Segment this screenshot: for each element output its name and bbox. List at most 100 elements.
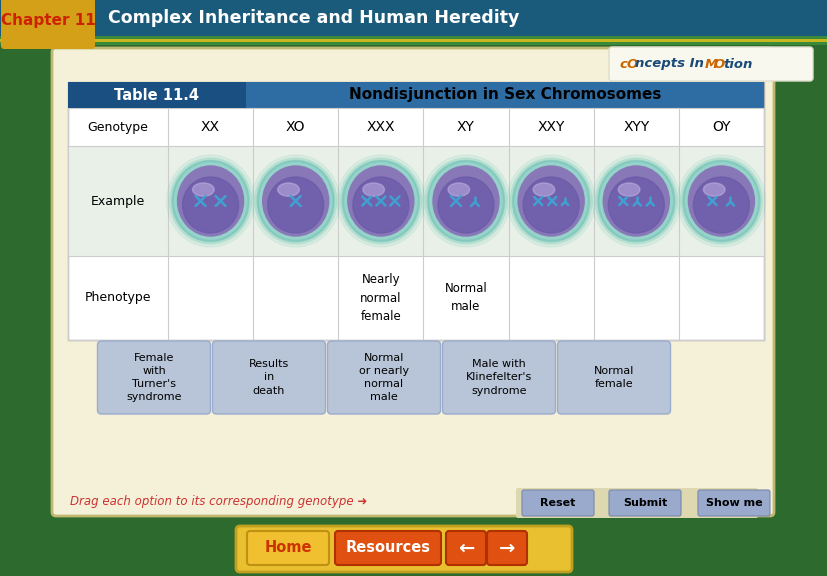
FancyBboxPatch shape [327,341,440,414]
Ellipse shape [429,163,501,239]
FancyBboxPatch shape [1,0,95,49]
Ellipse shape [344,163,416,239]
Text: ncepts In: ncepts In [634,58,708,70]
Text: OY: OY [711,120,729,134]
Ellipse shape [687,166,753,236]
FancyBboxPatch shape [521,490,593,516]
Ellipse shape [257,161,333,241]
Ellipse shape [193,183,214,196]
FancyBboxPatch shape [236,526,571,572]
Ellipse shape [342,160,419,242]
Ellipse shape [703,183,724,196]
Text: Male with
Klinefelter's
syndrome: Male with Klinefelter's syndrome [466,359,532,396]
Ellipse shape [676,155,764,247]
Ellipse shape [172,161,248,241]
FancyBboxPatch shape [486,531,526,565]
Text: XYY: XYY [623,120,648,134]
FancyBboxPatch shape [68,146,763,256]
Ellipse shape [682,161,758,241]
Text: Female
with
Turner's
syndrome: Female with Turner's syndrome [126,353,182,402]
Ellipse shape [680,158,762,244]
Text: O: O [626,58,638,70]
Ellipse shape [177,166,243,236]
FancyBboxPatch shape [0,42,827,45]
FancyBboxPatch shape [52,48,773,516]
Text: tion: tion [722,58,752,70]
Ellipse shape [182,177,238,233]
FancyBboxPatch shape [557,341,670,414]
Text: XXX: XXX [366,120,394,134]
Ellipse shape [251,155,339,247]
Ellipse shape [433,166,499,236]
Ellipse shape [523,177,578,233]
Ellipse shape [262,166,328,236]
FancyBboxPatch shape [68,82,246,108]
Text: ←: ← [457,539,474,558]
Ellipse shape [608,177,663,233]
Text: Reset: Reset [540,498,575,508]
Ellipse shape [603,166,668,236]
Text: Results
in
death: Results in death [249,359,289,396]
FancyBboxPatch shape [609,490,680,516]
Ellipse shape [267,177,323,233]
Ellipse shape [260,163,332,239]
Ellipse shape [174,163,246,239]
Text: Show me: Show me [705,498,762,508]
Text: O: O [713,58,724,70]
Ellipse shape [347,166,414,236]
Text: Resources: Resources [345,540,430,555]
Ellipse shape [514,163,586,239]
Ellipse shape [352,177,409,233]
Text: XXY: XXY [537,120,564,134]
Ellipse shape [171,160,249,242]
Text: Submit: Submit [622,498,667,508]
FancyBboxPatch shape [442,341,555,414]
Text: M: M [704,58,717,70]
FancyBboxPatch shape [697,490,769,516]
Ellipse shape [337,155,424,247]
FancyBboxPatch shape [0,0,827,36]
FancyBboxPatch shape [515,488,757,518]
FancyBboxPatch shape [446,531,485,565]
Text: Nearly
normal
female: Nearly normal female [360,274,401,323]
FancyBboxPatch shape [335,531,441,565]
FancyBboxPatch shape [609,47,812,81]
Ellipse shape [422,155,509,247]
Ellipse shape [591,155,680,247]
Ellipse shape [362,183,384,196]
Text: →: → [498,539,514,558]
Ellipse shape [342,161,418,241]
Ellipse shape [170,158,251,244]
FancyBboxPatch shape [68,82,763,108]
Ellipse shape [513,161,589,241]
Ellipse shape [685,163,757,239]
Ellipse shape [506,155,595,247]
Text: Phenotype: Phenotype [84,291,151,305]
Ellipse shape [518,166,583,236]
Ellipse shape [437,177,494,233]
Ellipse shape [256,160,334,242]
Text: Normal
female: Normal female [593,366,633,389]
FancyBboxPatch shape [98,341,210,414]
FancyBboxPatch shape [68,82,763,340]
Ellipse shape [255,158,337,244]
Ellipse shape [533,183,554,196]
Ellipse shape [428,161,504,241]
Text: c: c [619,58,627,70]
Ellipse shape [427,160,504,242]
Ellipse shape [512,160,590,242]
FancyBboxPatch shape [213,341,325,414]
Ellipse shape [600,163,672,239]
Text: Table 11.4: Table 11.4 [114,88,199,103]
Ellipse shape [595,158,676,244]
Text: Genotype: Genotype [88,120,148,134]
Text: XO: XO [285,120,305,134]
FancyBboxPatch shape [246,531,328,565]
Text: Normal
or nearly
normal
male: Normal or nearly normal male [358,353,409,402]
Text: XY: XY [457,120,475,134]
Ellipse shape [618,183,639,196]
Text: Drag each option to its corresponding genotype ➜: Drag each option to its corresponding ge… [70,495,367,509]
Ellipse shape [339,158,421,244]
Text: Complex Inheritance and Human Heredity: Complex Inheritance and Human Heredity [108,9,519,27]
Text: Normal
male: Normal male [444,282,487,313]
